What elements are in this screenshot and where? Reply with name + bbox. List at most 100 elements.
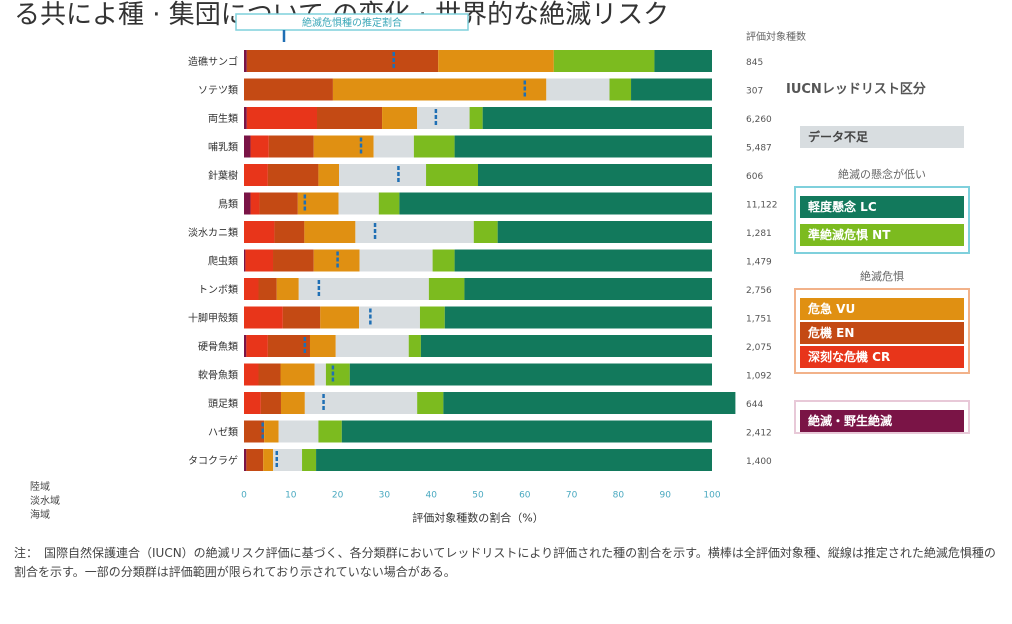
footnote-mark: 注： (14, 546, 39, 560)
legend-group-label-threatened: 絶滅危惧 (860, 270, 904, 283)
bar-segment (304, 221, 356, 243)
category-label: 淡水カニ類 (188, 227, 238, 239)
x-tick-label: 20 (332, 491, 344, 501)
legend-title: IUCNレッドリスト区分 (786, 82, 926, 97)
bar-segment (469, 107, 483, 129)
bar-segment (478, 164, 712, 186)
category-label: 針葉樹 (208, 169, 238, 182)
species-count-label: 644 (746, 400, 763, 410)
species-count-label: 6,260 (746, 115, 772, 125)
bar-segment (332, 78, 547, 101)
bar-segment (378, 192, 400, 215)
bar-segment (497, 221, 712, 243)
category-label: 硬骨魚類 (198, 340, 238, 353)
legend-item: 深刻な危機 CR (800, 346, 964, 368)
category-label: 軟骨魚類 (198, 369, 238, 382)
species-count-label: 606 (746, 172, 763, 182)
bar-segment (428, 278, 465, 300)
bar-segment (382, 107, 418, 129)
species-count-label: 1,281 (746, 229, 772, 239)
category-label: ハゼ類 (208, 427, 238, 439)
bar-segment (244, 335, 247, 357)
bar-segment (258, 278, 277, 300)
bar-segment (399, 192, 712, 215)
x-tick-label: 60 (519, 491, 531, 501)
bar-segment (264, 420, 279, 443)
bar-segment (355, 221, 474, 243)
side-note-freshwater: 淡水域 (30, 496, 60, 507)
bar-segment (268, 135, 314, 158)
bar-segment (245, 249, 274, 272)
x-tick-label: 10 (285, 491, 297, 501)
bar-segment (426, 164, 478, 186)
bar-segment (280, 392, 305, 414)
legend-group-label-low: 絶滅の懸念が低い (838, 168, 926, 181)
bar-segment (260, 392, 281, 414)
category-label: トンボ類 (198, 284, 238, 296)
footnote: 注： 国際自然保護連合（IUCN）の絶滅リスク評価に基づく、各分類群においてレッド… (14, 544, 1004, 582)
x-tick-label: 100 (703, 491, 720, 501)
bar-segment (473, 221, 498, 243)
bar-segment (304, 392, 418, 414)
legend-item: 危機 EN (800, 322, 964, 344)
legend-item: データ不足 (800, 126, 964, 148)
bar-segment (335, 335, 409, 357)
bar-segment (339, 164, 427, 186)
bar-segment (280, 363, 315, 386)
category-label: 造礁サンゴ (188, 55, 238, 68)
species-count-label: 2,412 (746, 429, 772, 439)
bar-segment (444, 306, 712, 329)
bar-segment (314, 363, 326, 386)
legend-item: 準絶滅危惧 NT (800, 224, 964, 246)
x-axis-label: 評価対象種数の割合（%） (412, 511, 543, 525)
bar-segment (320, 306, 360, 329)
bar-segment (250, 192, 260, 215)
species-count-label: 1,479 (746, 258, 772, 268)
bar-segment (609, 78, 632, 101)
legend-group-frame-threatened (794, 288, 970, 374)
bar-segment (273, 449, 303, 471)
top-axis-label-box (235, 13, 469, 31)
x-tick-label: 30 (379, 491, 391, 501)
bar-segment (408, 335, 421, 357)
species-count-label: 2,075 (746, 343, 772, 353)
bar-segment (654, 50, 712, 72)
bar-segment (432, 249, 455, 272)
bar-segment (246, 335, 268, 357)
side-note-terrestrial: 陸域 (30, 482, 50, 493)
bar-segment (482, 107, 712, 129)
bar-segment (276, 278, 299, 300)
bar-segment (273, 249, 314, 272)
bar-segment (417, 107, 470, 129)
bar-segment (325, 363, 350, 386)
bar-segment (244, 50, 247, 72)
bar-segment (309, 335, 336, 357)
bar-segment (454, 135, 712, 158)
species-count-label: 1,092 (746, 372, 772, 382)
bar-segment (413, 135, 455, 158)
legend-item: 絶滅・野生絶滅 (800, 410, 964, 432)
legend-group-frame-extinct (794, 400, 970, 434)
bar-segment (318, 164, 340, 186)
bar-segment (341, 420, 712, 443)
bar-segment (464, 278, 712, 300)
species-count-label: 11,122 (746, 201, 778, 211)
bar-segment (267, 335, 310, 357)
x-tick-label: 90 (659, 491, 671, 501)
bar-segment (258, 363, 281, 386)
bar-segment (274, 221, 305, 243)
bar-segment (419, 306, 445, 329)
bar-segment (244, 107, 247, 129)
bar-segment (438, 50, 554, 72)
bar-segment (244, 278, 259, 300)
category-label: タコクラゲ (188, 455, 238, 467)
category-label: 哺乳類 (208, 141, 238, 154)
bar-segment (302, 449, 317, 471)
bar-segment (259, 192, 298, 215)
bar-segment (267, 164, 319, 186)
bar-segment (443, 392, 736, 414)
species-count-label: 307 (746, 87, 763, 97)
bar-segment (417, 392, 444, 414)
legend-item: 軽度懸念 LC (800, 196, 964, 218)
